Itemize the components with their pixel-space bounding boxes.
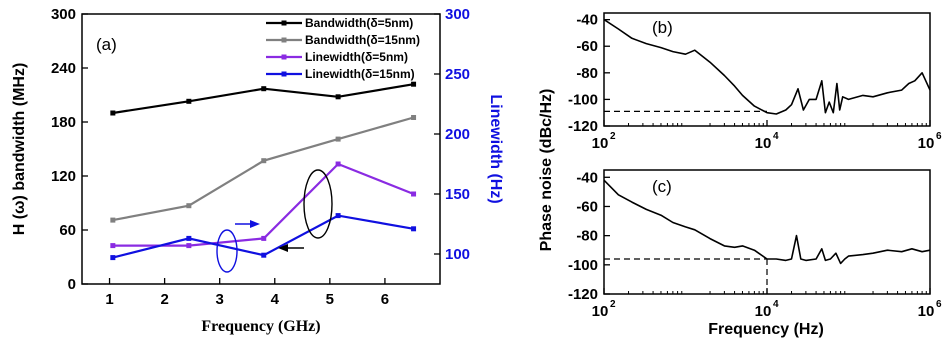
chart-b-x-tick-label: 10 2 (592, 131, 616, 152)
chart-c-panel-label: (c) (652, 177, 672, 196)
chart-a-data-point (261, 235, 267, 241)
chart-a-data-point (411, 191, 417, 197)
chart-b-x-tick-base: 10 (592, 135, 609, 152)
chart-b-x-tick-exponent: 4 (773, 131, 779, 142)
chart-b-y-tick-label: -80 (576, 65, 598, 82)
chart-a-data-point (411, 81, 417, 87)
chart-a-data-point (261, 252, 267, 258)
chart-b-panel-label: (b) (652, 18, 673, 37)
chart-c-x-tick-base: 10 (592, 303, 609, 320)
chart-c-x-tick-exponent: 2 (610, 299, 616, 310)
chart-a-data-point (411, 226, 417, 232)
chart-c-x-tick-base: 10 (755, 303, 772, 320)
chart-b: 10 2 10 4 10 6-120-100-80-60-40 (b) (568, 12, 942, 152)
chart-a-data-point (110, 110, 116, 116)
chart-a-x-tick-label: 5 (326, 291, 334, 308)
chart-a-bandwidth-arrowhead (278, 244, 288, 252)
chart-a-series-line (112, 162, 415, 247)
chart-a-panel-label: (a) (96, 35, 117, 54)
chart-a-y2-tick-label: 200 (445, 126, 470, 143)
chart-a-data-point (186, 243, 192, 249)
chart-a-x-tick-label: 6 (381, 291, 389, 308)
chart-a-data-point (186, 203, 192, 209)
chart-a-data-point (110, 243, 116, 249)
chart-a-y-tick-label: 300 (51, 6, 76, 23)
chart-a-data-point (186, 235, 192, 241)
chart-a-data-point (110, 217, 116, 223)
chart-a-y2-tick-label: 150 (445, 186, 470, 203)
chart-b-series-line (603, 18, 931, 115)
chart-b-y-tick-label: -40 (576, 12, 598, 29)
chart-a-y-tick-label: 180 (51, 114, 76, 131)
chart-b-y-tick-label: -100 (568, 91, 598, 108)
chart-c-x-tick-label: 10 6 (918, 299, 942, 320)
chart-b-x-tick-base: 10 (918, 135, 935, 152)
chart-a-linewidth-arrowhead (250, 220, 260, 228)
chart-a-x-tick-label: 4 (271, 291, 280, 308)
chart-a-y-tick-label: 0 (68, 276, 76, 293)
chart-a-data-point (335, 94, 341, 100)
chart-a-y2-axis-label: Linewidth (Hz) (487, 94, 504, 203)
chart-a-x-axis-label: Frequency (GHz) (201, 318, 320, 335)
chart-b-y-tick-label: -60 (576, 38, 598, 55)
chart-a-legend-label: Linewidth(δ=5nm) (305, 50, 408, 64)
chart-a-data-point (411, 115, 417, 120)
chart-c-series-line (603, 179, 931, 265)
chart-b-x-tick-label: 10 6 (918, 131, 942, 152)
chart-a-data-point (261, 158, 267, 164)
chart-c-y-tick-label: -80 (576, 228, 598, 245)
chart-a-x-tick-label: 1 (105, 291, 113, 308)
chart-a-data-point (186, 98, 192, 104)
chart-c-x-tick-exponent: 4 (773, 299, 779, 310)
chart-c-x-tick-label: 10 2 (592, 299, 616, 320)
chart-a-data-point (110, 255, 116, 261)
chart-a-y-tick-label: 240 (51, 60, 76, 77)
chart-a-y-tick-label: 60 (59, 222, 76, 239)
chart-b-x-tick-label: 10 4 (755, 131, 779, 152)
chart-b-y-tick-label: -120 (568, 118, 598, 135)
chart-a-linewidth-ellipse (216, 229, 238, 273)
chart-c-y-tick-label: -40 (576, 169, 598, 186)
chart-c-x-axis-label: Frequency (Hz) (708, 321, 824, 338)
chart-a-data-point (335, 136, 341, 142)
chart-a-legend-label: Bandwidth(δ=5nm) (305, 16, 413, 30)
chart-a-x-tick-label: 2 (160, 291, 168, 308)
chart-c-y-tick-label: -60 (576, 198, 598, 215)
chart-a-legend-label: Bandwidth(δ=15nm) (305, 33, 420, 47)
chart-c-x-tick-base: 10 (918, 303, 935, 320)
chart-c-x-tick-exponent: 6 (936, 299, 942, 310)
chart-a-data-point (261, 86, 267, 92)
chart-a-y-tick-label: 120 (51, 168, 76, 185)
chart-b-x-tick-base: 10 (755, 135, 772, 152)
chart-c-x-tick-label: 10 4 (755, 299, 779, 320)
chart-a-legend-label: Linewidth(δ=15nm) (305, 67, 415, 81)
chart-c-y-axis-label: Phase noise (dBc/Hz) (538, 89, 555, 252)
chart-a-data-point (335, 213, 341, 219)
chart-b-x-tick-exponent: 6 (936, 131, 942, 142)
chart-a-bandwidth-ellipse (303, 169, 333, 239)
chart-a-y2-tick-label: 300 (445, 6, 470, 23)
chart-a-legend-marker (281, 37, 287, 43)
chart-c-y-tick-label: -120 (568, 286, 598, 303)
chart-a-y-axis-label: H (ω) bandwidth (MHz) (11, 63, 28, 236)
chart-a-x-tick-label: 3 (216, 291, 224, 308)
chart-a-plot-frame (81, 13, 441, 285)
chart-a-legend: Bandwidth(δ=5nm) Bandwidth(δ=15nm) Linewid… (266, 16, 420, 81)
chart-a-legend-marker (281, 71, 287, 77)
chart-a-legend-marker (281, 20, 287, 26)
chart-c-y-tick-label: -100 (568, 257, 598, 274)
chart-a-y2-tick-label: 250 (445, 66, 470, 83)
chart-a-legend-marker (281, 54, 287, 60)
chart-a-series-line (112, 116, 414, 222)
chart-a-y2-tick-label: 100 (445, 246, 470, 263)
chart-b-x-tick-exponent: 2 (610, 131, 616, 142)
chart-c: 10 2 10 4 10 6-120-100-80-60-40 (c) Frequency… (538, 89, 942, 338)
chart-a-data-point (335, 161, 341, 167)
